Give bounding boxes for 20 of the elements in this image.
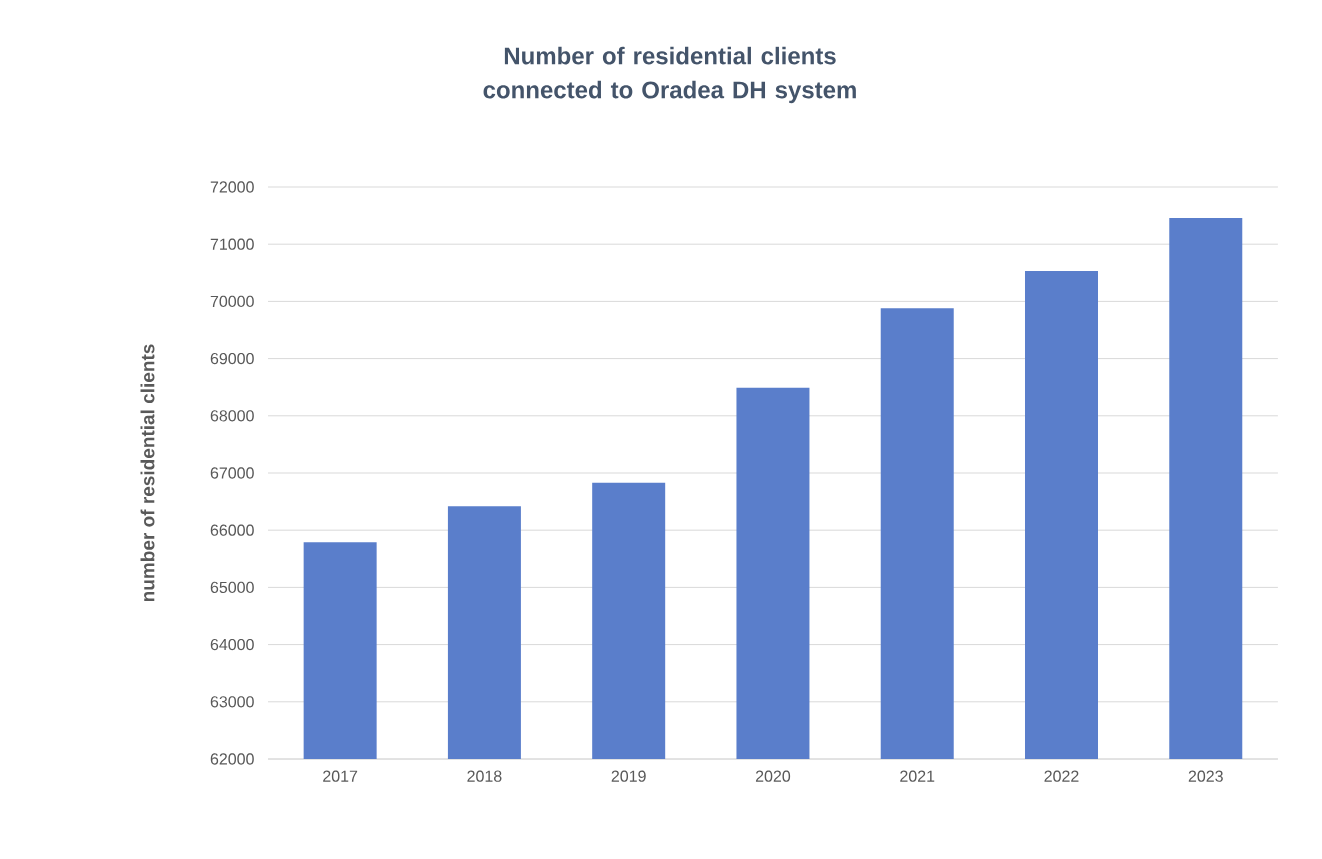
x-tick-label: 2022: [1044, 770, 1079, 782]
y-tick-label: 70000: [210, 295, 254, 308]
y-tick-label: 62000: [210, 753, 254, 765]
y-tick-label: 72000: [210, 181, 254, 193]
x-tick-label: 2017: [323, 770, 358, 782]
y-tick-label: 68000: [210, 410, 254, 422]
y-tick-label: 65000: [210, 581, 254, 594]
x-tick-label: 2018: [467, 770, 502, 782]
y-tick-label: 71000: [210, 238, 254, 250]
x-tick-label: 2019: [611, 770, 646, 782]
x-tick-label: 2021: [900, 770, 935, 782]
y-axis-title: number of residential clients: [140, 344, 155, 602]
y-tick-label: 64000: [210, 638, 254, 651]
y-tick-label: 69000: [210, 352, 254, 365]
x-tick-label: 2020: [755, 770, 791, 782]
y-tick-label: 63000: [210, 696, 254, 708]
y-tick-label: 67000: [210, 467, 254, 479]
x-tick-label: 2023: [1188, 770, 1223, 782]
y-tick-label: 66000: [210, 524, 254, 536]
chart-title: Number of residential clients connected to Oradea DH system: [483, 46, 856, 104]
